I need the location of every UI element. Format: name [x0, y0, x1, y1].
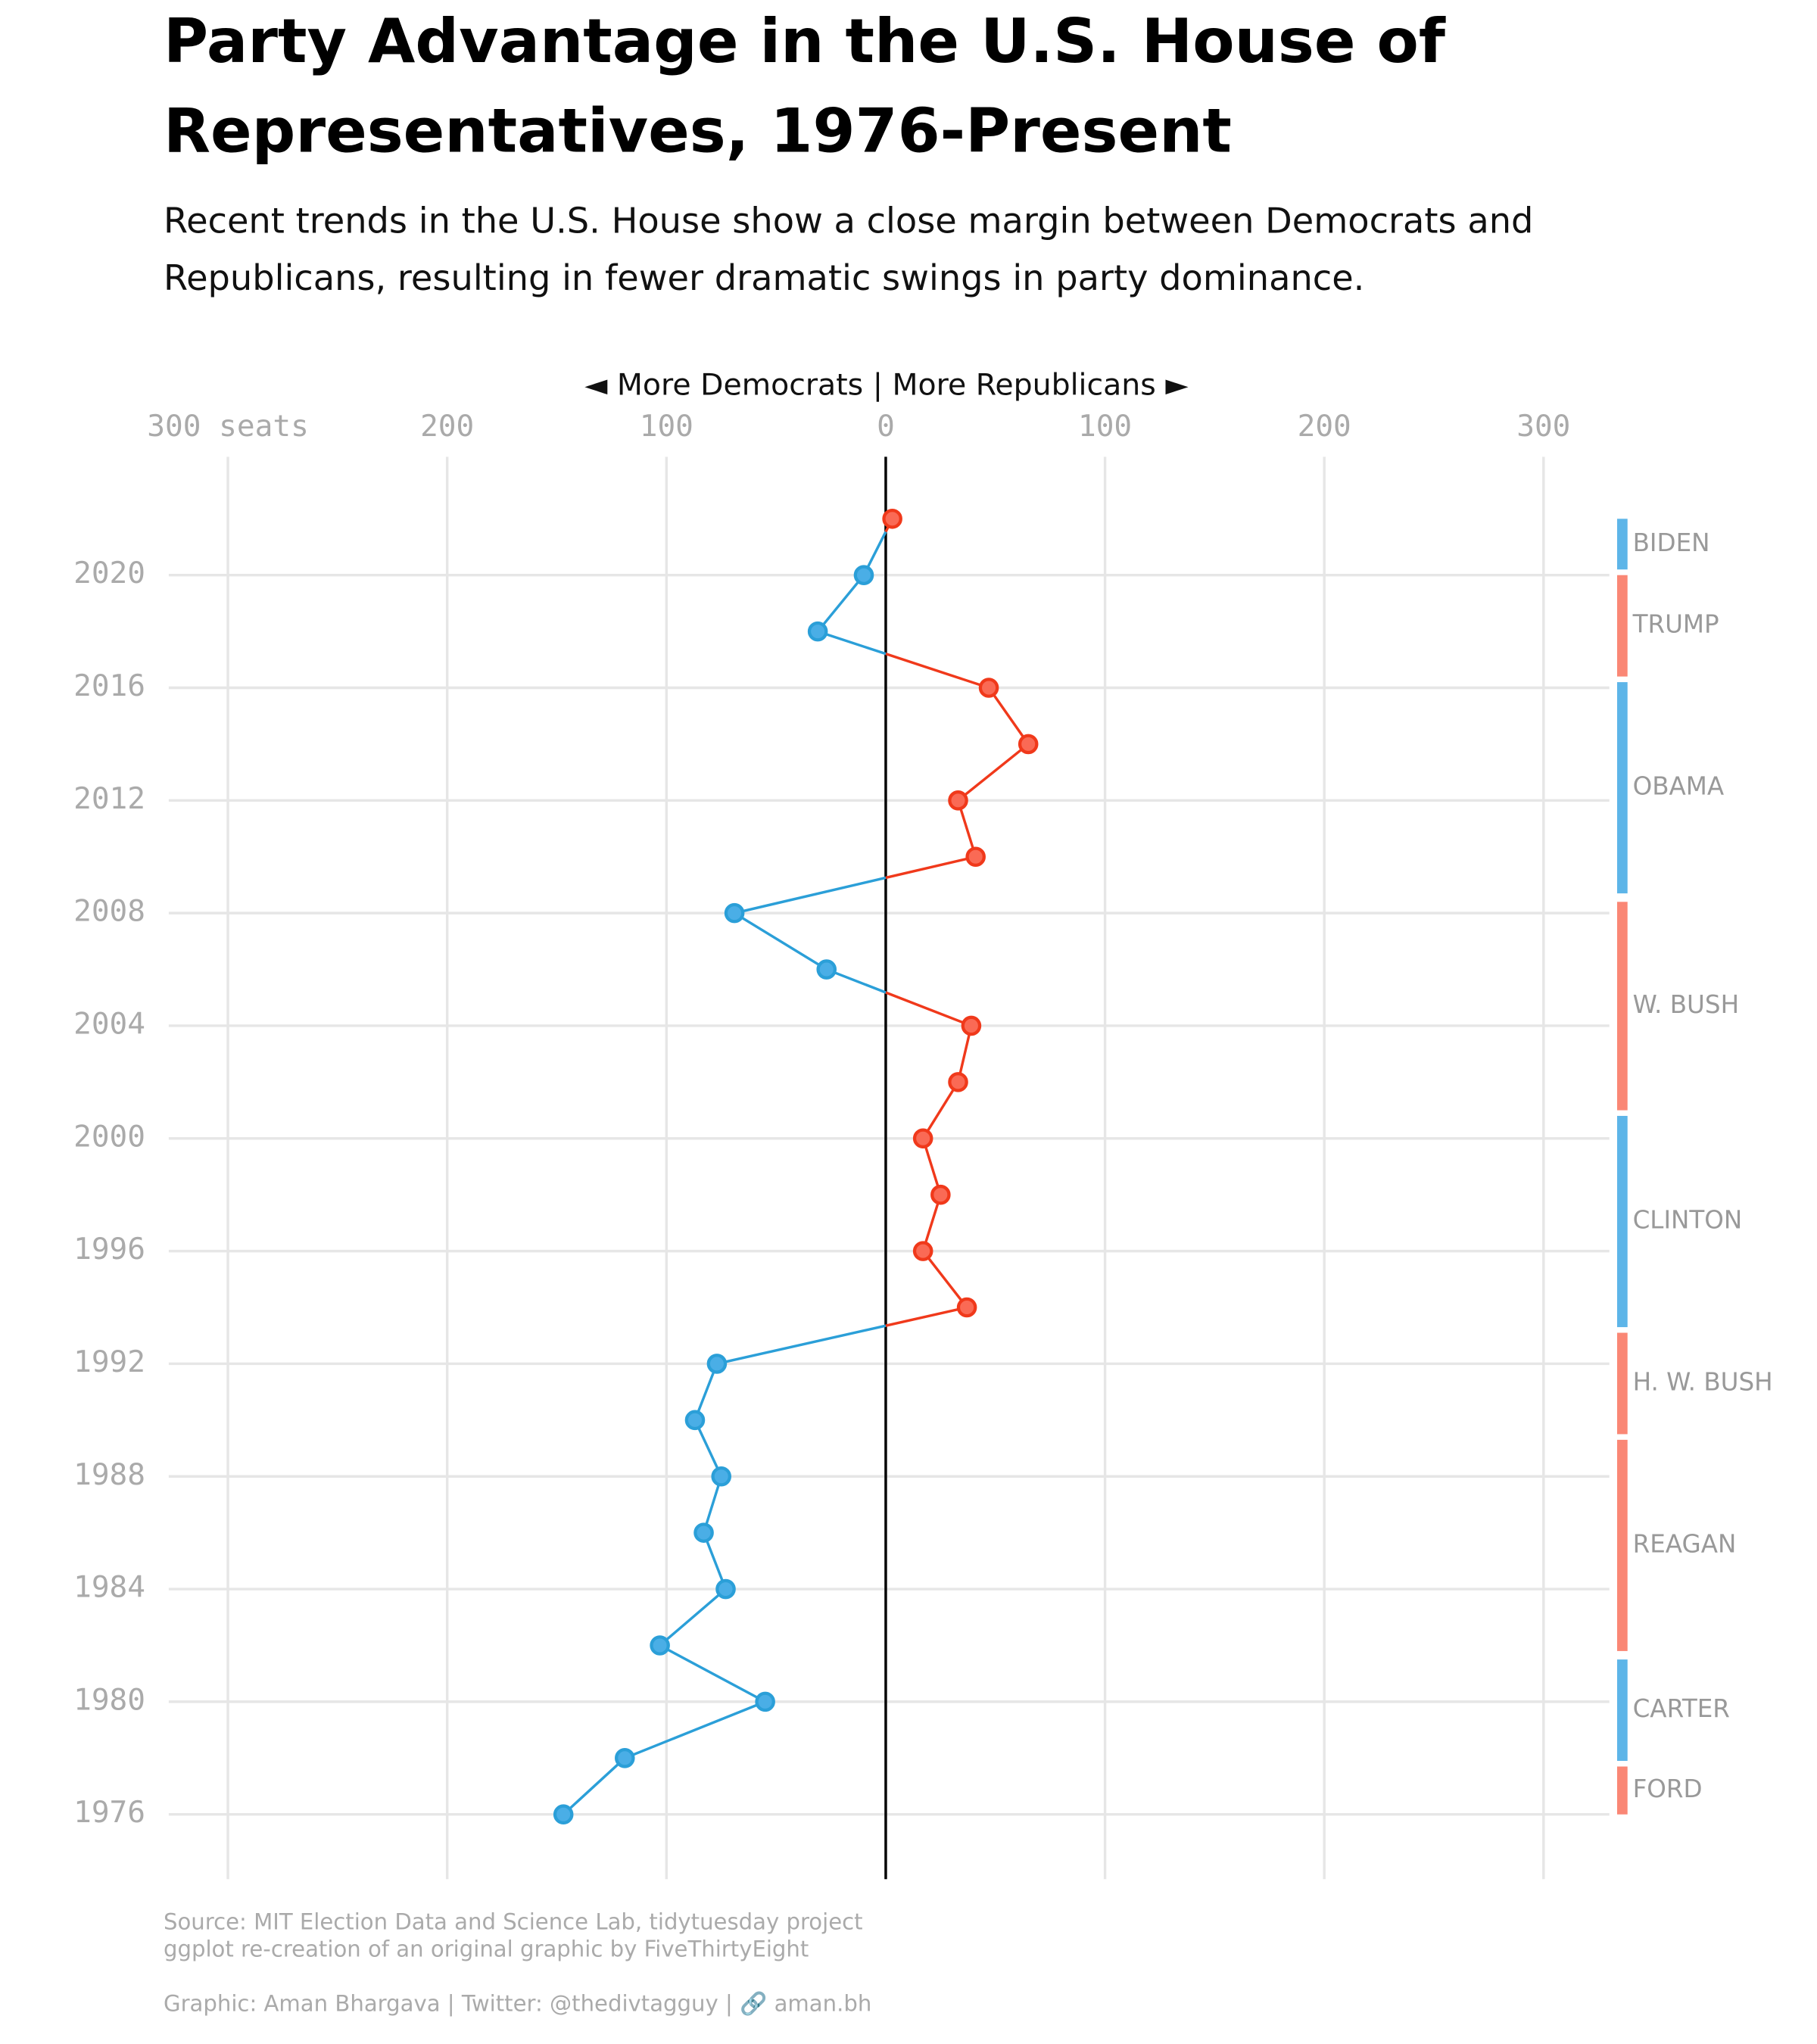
x-tick-label: 300 — [1516, 409, 1570, 444]
line-segment — [885, 1306, 968, 1327]
subtitle: Republicans, resulting in fewer dramatic… — [164, 257, 1364, 298]
x-tick-label: 100 — [640, 409, 693, 444]
point — [553, 1804, 574, 1824]
line-segment — [885, 855, 977, 880]
line-segment — [624, 1700, 766, 1759]
point — [684, 1410, 706, 1431]
line-segment — [659, 1644, 766, 1703]
line-segment — [716, 1324, 887, 1366]
president-label: W. BUSH — [1633, 990, 1740, 1019]
line-segment — [817, 630, 887, 656]
point — [706, 1354, 728, 1374]
x-tick-label: 100 — [1078, 409, 1132, 444]
line-segment — [987, 687, 1030, 745]
y-tick-label: 1988 — [73, 1457, 145, 1492]
point — [956, 1297, 977, 1318]
president-bar — [1617, 1332, 1628, 1435]
president-bar — [1617, 1659, 1628, 1762]
y-tick-label: 2012 — [73, 781, 145, 816]
president-label: CARTER — [1633, 1694, 1730, 1723]
line-segment — [659, 1588, 727, 1647]
y-tick-label: 1984 — [73, 1570, 145, 1605]
y-tick-label: 2004 — [73, 1006, 145, 1041]
line-segment — [885, 653, 990, 690]
point — [912, 1128, 933, 1149]
point — [807, 621, 828, 642]
president-label: OBAMA — [1633, 772, 1725, 801]
line-segment — [826, 967, 887, 994]
line-segment — [921, 1250, 968, 1309]
point — [816, 959, 837, 980]
president-label: H. W. BUSH — [1633, 1367, 1773, 1396]
president-bar — [1617, 1439, 1628, 1651]
president-bar — [1617, 682, 1628, 894]
point — [882, 508, 902, 529]
point — [912, 1241, 933, 1261]
president-bar — [1617, 902, 1628, 1111]
line-segment — [693, 1363, 718, 1421]
president-bar — [1617, 575, 1628, 677]
point — [650, 1635, 670, 1656]
president-label: CLINTON — [1633, 1206, 1743, 1235]
line-segment — [734, 876, 887, 915]
line-segment — [734, 911, 827, 971]
line-segment — [885, 991, 972, 1027]
line-segment — [921, 1081, 959, 1139]
point — [978, 678, 999, 698]
president-bar — [1617, 1116, 1628, 1328]
president-label: BIDEN — [1633, 528, 1710, 557]
president-label: REAGAN — [1633, 1529, 1737, 1558]
president-bar — [1617, 1766, 1628, 1815]
chart-title: Representatives, 1976-Present — [164, 95, 1232, 167]
y-tick-label: 2000 — [73, 1119, 145, 1154]
caption: Graphic: Aman Bhargava | Twitter: @thedi… — [164, 1990, 871, 2018]
line-segment — [563, 1757, 626, 1815]
point — [693, 1522, 714, 1543]
y-tick-label: 1980 — [73, 1682, 145, 1717]
point — [965, 846, 986, 868]
point — [961, 1015, 982, 1036]
caption: Source: MIT Election Data and Science La… — [164, 1909, 863, 1935]
y-tick-label: 2016 — [73, 668, 145, 703]
president-label: TRUMP — [1632, 610, 1719, 639]
chart-title: Party Advantage in the U.S. House of — [164, 6, 1446, 77]
caption: ggplot re-creation of an original graphi… — [164, 1937, 809, 1962]
point — [930, 1184, 951, 1205]
x-tick-label: 200 — [1298, 409, 1351, 444]
y-tick-label: 1992 — [73, 1344, 145, 1379]
line-segment — [693, 1419, 723, 1477]
point — [948, 1072, 968, 1092]
point — [1018, 734, 1039, 755]
point — [724, 902, 745, 924]
point — [755, 1691, 775, 1712]
line-segment — [702, 1532, 728, 1590]
line-segment — [816, 574, 865, 633]
x-tick-label: 300 seats — [147, 409, 309, 444]
y-tick-label: 1976 — [73, 1795, 145, 1830]
point — [948, 790, 968, 811]
point — [711, 1466, 732, 1487]
y-tick-label: 2020 — [73, 556, 145, 590]
line-segment — [957, 743, 1030, 802]
president-bar — [1617, 519, 1628, 570]
point — [614, 1748, 635, 1768]
x-tick-label: 0 — [877, 409, 895, 444]
point — [715, 1578, 736, 1600]
subtitle: Recent trends in the U.S. House show a c… — [164, 200, 1533, 241]
axis-annotation: ◄ More Democrats | More Republicans ► — [584, 367, 1189, 402]
x-tick-label: 200 — [420, 409, 474, 444]
y-tick-label: 1996 — [73, 1232, 145, 1267]
president-label: FORD — [1633, 1774, 1703, 1803]
point — [853, 565, 874, 585]
y-tick-label: 2008 — [73, 894, 145, 929]
